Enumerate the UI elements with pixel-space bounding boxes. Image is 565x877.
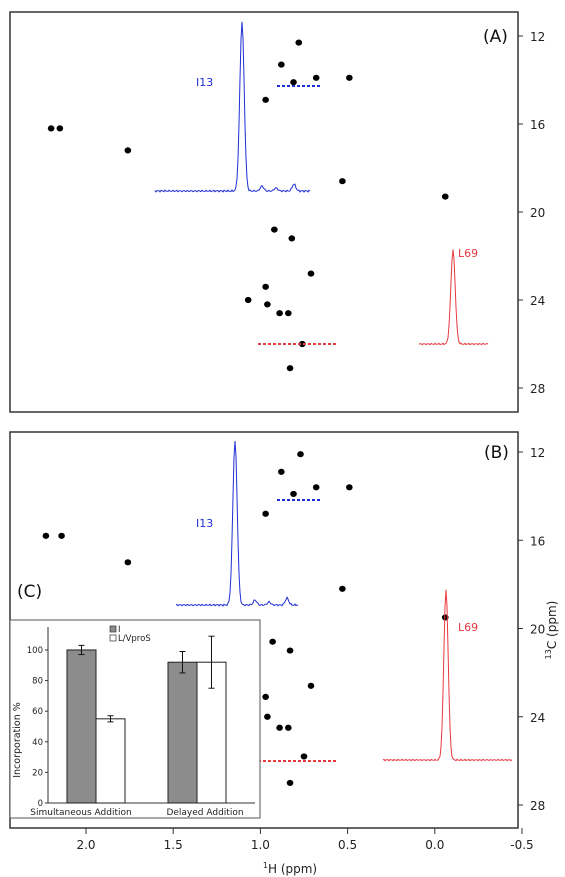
nmr-peak [286,647,294,654]
nmr-peak [262,693,269,700]
x-tick-label: 1.0 [251,838,270,852]
panel-b-l69-label: L69 [458,621,478,634]
panel-a-label: (A) [483,27,508,47]
nmr-peak [312,484,320,491]
c-y-tick-label: 100 [27,646,43,656]
nmr-peak [264,301,271,308]
nmr-peak [307,270,315,277]
y-tick-label: 24 [530,294,545,308]
nmr-peak [285,724,292,731]
panel-a-i13-label: I13 [196,76,213,89]
panel-c-bars [66,635,227,804]
nmr-peak [312,74,320,81]
x-axis: 2.0 1.5 1.0 0.5 0.0 -0.5 [76,828,534,852]
panel-c-ylabel: Incorporation % [12,702,23,778]
nmr-peak [300,753,308,760]
nmr-peak [290,79,297,86]
legend-swatch-i [109,625,117,633]
y-tick-label: 12 [530,446,545,460]
nmr-peak [286,365,294,372]
panel-a: (A) 12 16 20 24 28 I13 L69 [9,11,545,413]
nmr-peak [269,638,276,645]
nmr-peak [346,484,353,491]
panel-a-i13-spectrum [154,21,311,193]
y-tick-label: 20 [530,623,545,637]
panel-b-y-axis: 12 16 20 24 28 [518,446,545,813]
nmr-peak [307,682,315,689]
nmr-peak [271,226,278,233]
c-y-tick-label: 80 [32,677,43,687]
y-axis-label: 13C (ppm) [544,601,559,660]
nmr-peak [276,310,283,317]
bar-i [66,649,97,804]
nmr-peak [276,724,283,731]
y-tick-label: 24 [530,711,545,725]
panel-b-label: (B) [484,443,509,463]
y-tick-label: 16 [530,534,545,548]
nmr-peak [262,510,269,517]
c-y-tick-label: 20 [32,768,43,778]
y-tick-label: 12 [530,30,545,44]
c-y-tick-label: 0 [38,799,43,809]
panel-a-y-axis: 12 16 20 24 28 [518,30,545,396]
nmr-peak [339,178,346,185]
bar-lvpros [95,718,126,804]
nmr-peak [290,490,297,498]
nmr-peak [56,125,64,132]
nmr-peak [295,39,303,46]
panel-c-y-ticks: 0 20 40 60 80 100 [27,646,48,809]
nmr-peak [244,296,252,304]
nmr-peak [264,713,271,720]
panel-a-frame [9,11,519,413]
y-tick-label: 16 [530,118,545,132]
nmr-peak [298,340,306,348]
c-y-tick-label: 40 [32,738,43,748]
y-tick-label: 20 [530,206,545,220]
nmr-peak [124,559,132,566]
legend-swatch-lv [109,634,117,642]
panel-c: 0 20 40 60 80 100 Incorporation % Simultaneou… [9,619,261,819]
x-tick-label: 0.5 [338,838,357,852]
panel-a-l69-spectrum [418,249,489,346]
nmr-peak [262,283,269,290]
panel-c-category-1: Delayed Addition [166,808,243,818]
x-tick-label: 1.5 [164,838,183,852]
nmr-peak [47,125,55,132]
panel-c-category-0: Simultaneous Addition [30,808,131,818]
panel-c-label: (C) [17,582,42,602]
panel-a-l69-label: L69 [458,247,478,260]
legend-label-lv: L/VproS [118,634,151,644]
nmr-peak [262,96,269,103]
bar-i [167,661,198,804]
x-axis-label: 1H (ppm) [263,861,317,876]
panel-b-i13-label: I13 [196,517,213,530]
legend-label-i: I [118,625,121,635]
nmr-peak [124,147,132,154]
nmr-peak [285,310,292,317]
panel-b-l69-spectrum [382,589,513,762]
x-tick-label: 2.0 [76,838,95,852]
x-tick-label: 0.0 [425,838,444,852]
nmr-peak [278,468,285,475]
y-tick-label: 28 [530,382,545,396]
panel-b-i13-spectrum [175,440,299,607]
nmr-peak [339,585,346,592]
nmr-peak [42,532,50,539]
c-y-tick-label: 60 [32,707,43,717]
nmr-peak [286,779,294,787]
nmr-peak [58,532,65,539]
nmr-peak [278,61,285,68]
nmr-peak [441,193,449,200]
nmr-peak [346,74,353,81]
x-tick-label: -0.5 [510,838,533,852]
nmr-peak [288,235,296,242]
panel-a-peaks [47,39,449,372]
y-tick-label: 28 [530,799,545,813]
nmr-peak [297,451,304,458]
